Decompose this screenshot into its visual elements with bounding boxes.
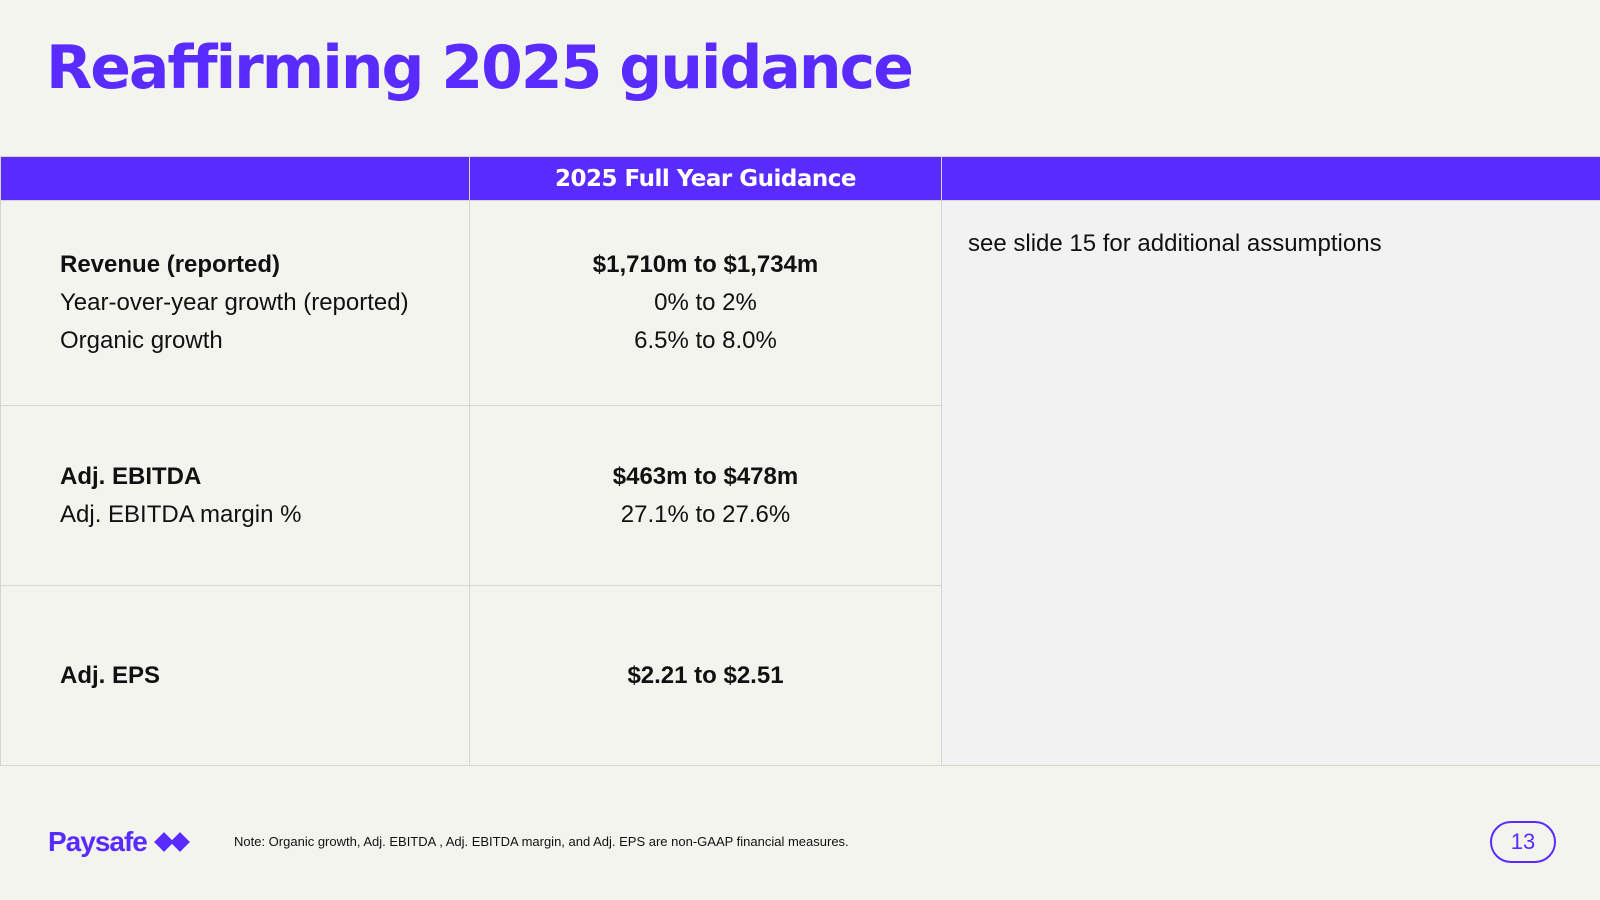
eps-metric-cell: Adj. EPS (0, 585, 470, 766)
slide-title: Reaffirming 2025 guidance (46, 33, 914, 103)
page-number-badge: 13 (1490, 821, 1556, 863)
metric-column-header (0, 156, 470, 201)
guidance-column-header: 2025 Full Year Guidance (469, 156, 942, 201)
paysafe-logo: Paysafe (48, 826, 190, 858)
paysafe-logo-text: Paysafe (48, 826, 148, 857)
paysafe-diamond-icon (153, 832, 190, 852)
eps-value-cell: $2.21 to $2.51 (469, 585, 942, 766)
ebitda-value-cell: $463m to $478m 27.1% to 27.6% (469, 405, 942, 586)
yoy-growth-label: Year-over-year growth (reported) (60, 289, 409, 316)
ebitda-metric-cell: Adj. EBITDA Adj. EBITDA margin % (0, 405, 470, 586)
revenue-label: Revenue (reported) (60, 251, 281, 278)
assumptions-note-cell: see slide 15 for additional assumptions (941, 200, 1600, 766)
notes-column-header (941, 156, 1600, 201)
revenue-value: $1,710m to $1,734m (592, 251, 819, 278)
guidance-table: 2025 Full Year Guidance Revenue (reporte… (0, 156, 1600, 766)
table-header-row: 2025 Full Year Guidance (0, 156, 1600, 201)
table-row-eps: Adj. EPS $2.21 to $2.51 (0, 585, 1600, 766)
ebitda-label: Adj. EBITDA (60, 462, 202, 490)
table-row-revenue: Revenue (reported) Year-over-year growth… (0, 200, 1600, 766)
organic-growth-label: Organic growth (60, 327, 223, 354)
organic-growth-value: 6.5% to 8.0% (634, 327, 777, 354)
eps-label: Adj. EPS (60, 661, 161, 689)
yoy-growth-value: 0% to 2% (654, 289, 757, 316)
assumptions-note: see slide 15 for additional assumptions (968, 230, 1382, 257)
ebitda-margin-value: 27.1% to 27.6% (620, 500, 791, 528)
ebitda-margin-label: Adj. EBITDA margin % (60, 500, 302, 528)
eps-value: $2.21 to $2.51 (627, 661, 784, 689)
footer-note: Note: Organic growth, Adj. EBITDA , Adj.… (234, 834, 849, 849)
revenue-value-cell: $1,710m to $1,734m 0% to 2% 6.5% to 8.0% (469, 200, 942, 406)
revenue-metric-cell: Revenue (reported) Year-over-year growth… (0, 200, 470, 406)
diamond-shape (169, 832, 190, 852)
ebitda-value: $463m to $478m (612, 462, 799, 490)
